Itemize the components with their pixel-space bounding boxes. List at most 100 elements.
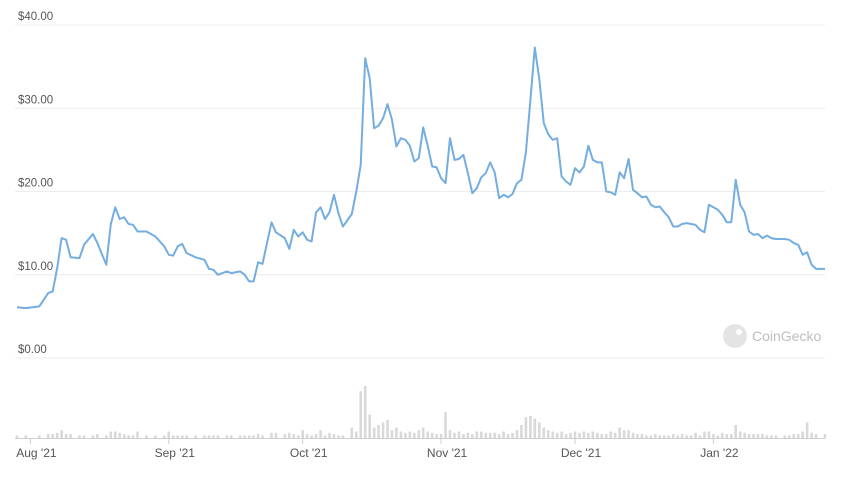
volume-bar xyxy=(578,432,581,438)
volume-bar xyxy=(636,434,639,438)
watermark-icon-eye xyxy=(736,329,742,335)
volume-bar xyxy=(176,435,180,438)
volume-bar xyxy=(288,432,291,438)
volume-bar xyxy=(386,419,389,438)
volume-bar xyxy=(631,432,635,438)
volume-bar xyxy=(721,432,724,438)
volume-bar xyxy=(332,434,336,438)
volume-bar xyxy=(38,435,41,438)
volume-bar xyxy=(560,431,563,438)
volume-bar xyxy=(69,434,72,438)
volume-bar xyxy=(765,435,769,438)
volume-bar xyxy=(301,430,305,438)
volume-bar xyxy=(368,414,371,438)
volume-bar xyxy=(104,435,108,438)
volume-bar xyxy=(716,435,720,438)
volume-bar xyxy=(564,434,568,438)
volume-bar xyxy=(640,434,644,438)
volume-bar xyxy=(167,431,171,438)
volume-bar xyxy=(654,434,657,438)
volume-bar xyxy=(792,434,796,438)
volume-bar xyxy=(774,435,778,438)
volume-bar xyxy=(261,435,264,438)
volume-bar xyxy=(627,430,630,438)
volume-bar xyxy=(430,432,434,438)
volume-bar xyxy=(537,422,541,438)
volume-bar xyxy=(725,434,729,438)
volume-bar xyxy=(618,427,621,438)
volume-bar xyxy=(484,432,488,438)
volume-bar xyxy=(55,432,59,438)
volume-bar xyxy=(466,432,470,438)
volume-bar xyxy=(145,435,148,438)
volume-bar xyxy=(229,435,233,438)
volume-bar xyxy=(667,435,671,438)
volume-bar xyxy=(363,386,367,438)
volume-bar xyxy=(645,435,648,438)
volume-bar xyxy=(810,432,813,438)
volume-bar xyxy=(801,431,804,438)
volume-bar xyxy=(91,435,95,438)
volume-bar xyxy=(194,435,197,438)
volume-bar xyxy=(729,434,733,438)
volume-bar xyxy=(591,431,595,438)
volume-bar xyxy=(323,435,327,438)
volume-bar xyxy=(671,434,675,438)
volume-bar xyxy=(770,435,773,438)
volume-bar xyxy=(814,434,818,438)
volume-bar xyxy=(555,432,559,438)
volume-bar xyxy=(761,434,764,438)
price-line xyxy=(16,46,825,310)
volume-bar xyxy=(238,435,242,438)
volume-bar xyxy=(426,431,429,438)
volume-bar xyxy=(600,434,604,438)
volume-bar xyxy=(350,427,354,438)
x-tick-label: Aug '21 xyxy=(16,446,57,460)
y-tick-label: $10.00 xyxy=(18,261,53,273)
volume-bar xyxy=(533,418,537,438)
volume-bar xyxy=(796,434,800,438)
volume-bar xyxy=(712,434,715,438)
volume-bar xyxy=(292,434,296,438)
volume-bar xyxy=(488,432,492,438)
volume-bar xyxy=(573,431,577,438)
volume-bar xyxy=(216,435,220,438)
volume-bar xyxy=(354,431,358,438)
volume-bar xyxy=(524,417,528,438)
volume-bar xyxy=(337,435,340,438)
volume-bar xyxy=(475,431,479,438)
volume-bar xyxy=(453,432,456,438)
volume-bar xyxy=(662,435,666,438)
volume-bar xyxy=(15,435,19,438)
volume-bar xyxy=(551,431,554,438)
volume-bar xyxy=(82,435,86,438)
volume-bar xyxy=(203,435,206,438)
watermark-icon xyxy=(723,324,747,348)
volume-bar xyxy=(64,434,68,438)
volume-bar xyxy=(520,425,523,438)
volume-bar xyxy=(359,391,363,438)
volume-bar xyxy=(738,431,742,438)
y-tick-label: $0.00 xyxy=(18,344,47,356)
volume-bar xyxy=(24,435,28,438)
volume-bar xyxy=(252,435,255,438)
volume-bar xyxy=(493,432,496,438)
volume-bar xyxy=(113,431,117,438)
volume-bar xyxy=(118,432,121,438)
volume-bar xyxy=(649,435,653,438)
volume-bar xyxy=(185,435,188,438)
volume-bar xyxy=(243,435,246,438)
volume-bar xyxy=(676,435,679,438)
volume-bar xyxy=(604,434,608,438)
x-tick-label: Oct '21 xyxy=(290,446,328,460)
volume-bar xyxy=(212,435,215,438)
volume-bar xyxy=(377,425,380,438)
volume-bar xyxy=(46,434,50,438)
volume-bar xyxy=(180,435,184,438)
y-tick-label: $20.00 xyxy=(18,178,53,190)
volume-bar xyxy=(314,434,318,438)
volume-bar xyxy=(421,427,425,438)
volume-bar xyxy=(296,435,300,438)
volume-bar xyxy=(109,431,113,438)
